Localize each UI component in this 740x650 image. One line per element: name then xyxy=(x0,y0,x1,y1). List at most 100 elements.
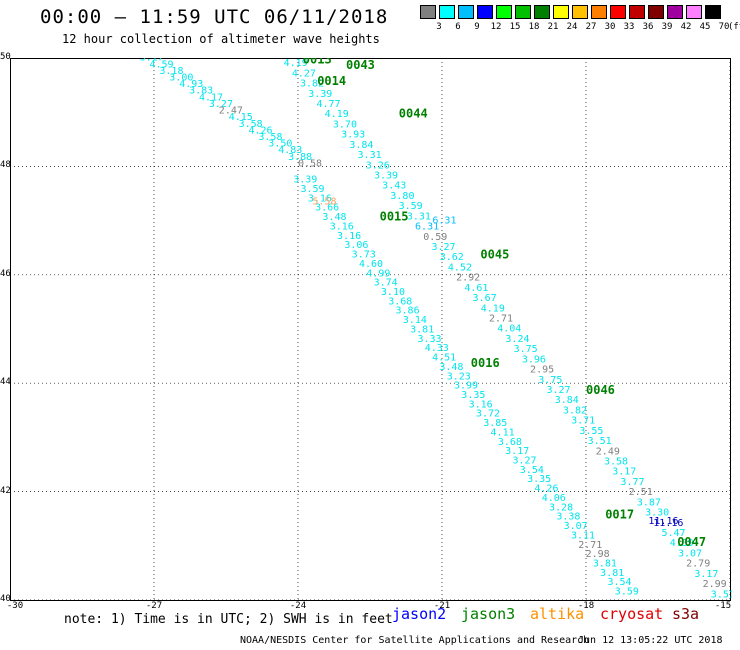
swh-value-label: 3.00 xyxy=(169,73,193,84)
colorbar-swatch xyxy=(420,5,436,19)
swh-value-label: 3.17 xyxy=(612,467,636,478)
swh-value-label: 3.59 xyxy=(615,587,639,598)
pass-number-label: 0017 xyxy=(605,508,634,522)
swh-value-label: 3.26 xyxy=(366,160,390,171)
colorbar-label: 6 xyxy=(455,22,461,32)
swh-value-label: 4.19 xyxy=(481,303,505,314)
colorbar-label: 42 xyxy=(680,22,692,32)
swh-value-label: 3.86 xyxy=(396,306,420,317)
swh-value-label: 3.74 xyxy=(374,278,398,289)
swh-value-label: 3.35 xyxy=(461,390,485,401)
satellite-legend-jason2: jason2 xyxy=(392,605,447,623)
swh-value-label: 2.71 xyxy=(578,540,602,551)
map-frame xyxy=(10,58,731,601)
satellite-legend-s3a: s3a xyxy=(672,605,700,623)
swh-value-label: 3.48 xyxy=(322,212,346,223)
swh-value-label: 3.27 xyxy=(546,385,570,396)
colorbar-swatch xyxy=(496,5,512,19)
colorbar-swatch xyxy=(686,5,702,19)
swh-value-label: 3.23 xyxy=(447,371,471,382)
swh-value-label: 3.43 xyxy=(382,181,406,192)
colorbar-label: 70 xyxy=(718,22,730,32)
swh-value-label: 2.92 xyxy=(456,273,480,284)
swh-value-label: 3.88 xyxy=(288,152,312,163)
pass-number-label: 0016 xyxy=(471,356,500,370)
swh-value-label: 3.80 xyxy=(390,191,414,202)
swh-value-label: 2.95 xyxy=(530,365,554,376)
swh-value-label: 3.70 xyxy=(333,119,357,130)
pass-number-label: 0045 xyxy=(480,248,509,262)
swh-value-label: 3.81 xyxy=(593,558,617,569)
swh-value-label: 3.59 xyxy=(301,184,325,195)
swh-value-label: 3.84 xyxy=(555,395,579,406)
credit-line: NOAA/NESDIS Center for Satellite Applica… xyxy=(240,635,590,646)
swh-value-label: 3.58 xyxy=(604,457,628,468)
swh-value-label: 3.24 xyxy=(505,334,529,345)
swh-value-label: 3.30 xyxy=(645,508,669,519)
swh-value-label: 3.82 xyxy=(300,79,324,90)
swh-value-label: 3.72 xyxy=(476,409,500,420)
latitude-tick-label: 40 xyxy=(0,594,11,604)
swh-value-label: 3.99 xyxy=(454,381,478,392)
longitude-tick-label: -18 xyxy=(577,601,595,611)
swh-value-label: 3.83 xyxy=(189,86,213,97)
swh-value-label: 3.71 xyxy=(571,416,595,427)
generated-timestamp: Jun 12 13:05:22 UTC 2018 xyxy=(578,635,723,646)
colorbar-swatch xyxy=(439,5,455,19)
longitude-tick-label: -21 xyxy=(433,601,451,611)
colorbar-label: 36 xyxy=(642,22,654,32)
swh-value-label: 2.98 xyxy=(586,549,610,560)
latitude-tick-label: 50 xyxy=(0,52,11,62)
colorbar-label: 45 xyxy=(699,22,711,32)
colorbar-swatch xyxy=(629,5,645,19)
swh-value-label: 4.04 xyxy=(497,324,521,335)
swh-value-label: 4.19 xyxy=(284,58,308,69)
latitude-tick-label: 48 xyxy=(0,160,11,171)
swh-value-label: 3.07 xyxy=(678,548,702,559)
colorbar-label: 33 xyxy=(623,22,635,32)
swh-value-label: 4.93 xyxy=(179,79,203,90)
colorbar-swatch xyxy=(591,5,607,19)
swh-value-label: 2.79 xyxy=(686,559,710,570)
pass-number-label: 0014 xyxy=(317,74,346,88)
swh-value-label: 3.16 xyxy=(469,399,493,410)
swh-value-label: 3.84 xyxy=(349,140,373,151)
swh-value-label: 3.16 xyxy=(337,231,361,242)
pass-number-label: 0044 xyxy=(399,107,428,121)
swh-value-label: 3.51 xyxy=(711,589,732,600)
swh-value-label: 3.31 xyxy=(358,150,382,161)
colorbar-swatch xyxy=(458,5,474,19)
pass-number-label: 0047 xyxy=(677,535,706,549)
colorbar-swatch xyxy=(610,5,626,19)
swh-value-label: 4.60 xyxy=(359,259,383,270)
altimeter-track-map: 3.174.593.183.004.933.834.173.272.474.15… xyxy=(9,52,735,601)
swh-value-label: 3.73 xyxy=(352,250,376,261)
swh-value-label: 2.99 xyxy=(703,579,727,590)
swh-value-label: 4.39 xyxy=(670,538,694,549)
swh-value-label: 4.19 xyxy=(325,109,349,120)
swh-value-label: 4.77 xyxy=(316,99,340,110)
pass-number-label: 0046 xyxy=(586,383,615,397)
swh-value-label: 3.54 xyxy=(520,465,544,476)
colorbar-label: 30 xyxy=(604,22,616,32)
colorbar-label: 24 xyxy=(566,22,578,32)
swh-value-label: 3.38 xyxy=(556,512,580,523)
pass-number-label: 0015 xyxy=(380,210,409,224)
satellite-legend-cryosat: cryosat xyxy=(600,605,664,623)
swh-value-label: 3.68 xyxy=(388,296,412,307)
swh-value-label: 3.82 xyxy=(563,405,587,416)
swh-value-label: 3.33 xyxy=(417,334,441,345)
colorbar-label: 9 xyxy=(474,22,480,32)
swh-value-label: 3.17 xyxy=(694,569,718,580)
swh-value-label: 3.77 xyxy=(620,477,644,488)
swh-value-label: 3.81 xyxy=(410,324,434,335)
map-subtitle: 12 hour collection of altimeter wave hei… xyxy=(62,32,380,46)
swh-value-label: 4.27 xyxy=(292,68,316,79)
swh-value-label: 4.06 xyxy=(542,493,566,504)
swh-value-label: 4.61 xyxy=(464,283,488,294)
swh-value-label: 4.17 xyxy=(199,92,223,103)
swh-value-label: 4.33 xyxy=(425,343,449,354)
swh-value-label: 4.83 xyxy=(278,145,302,156)
swh-value-label: 3.16 xyxy=(330,221,354,232)
footnote: note: 1) Time is in UTC; 2) SWH is in fe… xyxy=(64,612,393,627)
